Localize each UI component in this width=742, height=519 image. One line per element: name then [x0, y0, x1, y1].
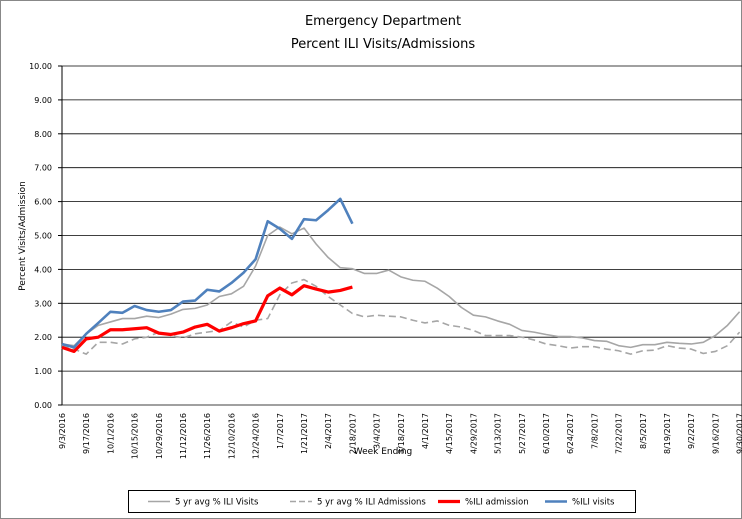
y-tick-label: 3.00 — [34, 299, 52, 308]
x-tick-label: 2/4/2017 — [324, 413, 333, 449]
x-tick-label: 9/3/2016 — [58, 413, 67, 449]
x-tick-label: 10/15/2016 — [131, 413, 140, 459]
legend-label: %ILI admission — [465, 498, 529, 508]
chart-title: Emergency Department — [305, 14, 461, 29]
x-tick-label: 12/10/2016 — [227, 413, 236, 459]
y-tick-label: 6.00 — [34, 198, 52, 207]
x-tick-label: 4/29/2017 — [469, 413, 478, 454]
x-tick-label: 5/27/2017 — [518, 413, 527, 454]
legend-label: 5 yr avg % ILI Admissions — [317, 498, 426, 508]
x-tick-label: 1/7/2017 — [276, 413, 285, 449]
x-tick-label: 3/18/2017 — [397, 413, 406, 454]
y-tick-label: 1.00 — [34, 367, 52, 376]
x-tick-label: 8/19/2017 — [663, 413, 672, 454]
legend: 5 yr avg % ILI Visits 5 yr avg % ILI Admi… — [128, 490, 636, 513]
x-tick-label: 10/29/2016 — [155, 413, 164, 459]
y-tick-label: 10.00 — [29, 62, 52, 71]
y-tick-label: 7.00 — [34, 164, 52, 173]
x-tick-label: 5/13/2017 — [494, 413, 503, 454]
chart-subtitle: Percent ILI Visits/Admissions — [291, 37, 475, 52]
legend-box — [128, 490, 636, 513]
line-series — [61, 226, 741, 349]
x-tick-label: 4/15/2017 — [445, 413, 454, 454]
legend-label: 5 yr avg % ILI Visits — [175, 498, 259, 508]
y-tick-label: 9.00 — [34, 96, 52, 105]
x-tick-label: 11/26/2016 — [203, 413, 212, 459]
x-tick-label: 9/16/2017 — [711, 413, 720, 454]
y-tick-label: 5.00 — [34, 232, 52, 241]
x-tick-label: 6/10/2017 — [542, 413, 551, 454]
x-tick-label: 9/17/2016 — [82, 413, 91, 454]
y-tick-label: 8.00 — [34, 130, 52, 139]
x-tick-label: 10/1/2016 — [106, 413, 115, 454]
line-series — [61, 284, 353, 354]
y-tick-label: 4.00 — [34, 265, 52, 274]
x-tick-label: 8/5/2017 — [639, 413, 648, 449]
line-series — [61, 278, 741, 355]
x-tick-label: 7/8/2017 — [590, 413, 599, 449]
x-tick-label: 6/24/2017 — [566, 413, 575, 454]
x-tick-label: 11/12/2016 — [179, 413, 188, 459]
x-tick-label: 9/30/2017 — [736, 413, 742, 454]
y-tick-label: 0.00 — [34, 401, 52, 410]
x-tick-label: 2/18/2017 — [348, 413, 357, 454]
x-tick-label: 3/4/2017 — [373, 413, 382, 449]
x-axis-label: Week Ending — [354, 447, 413, 457]
line-series — [61, 197, 354, 349]
x-tick-label: 1/21/2017 — [300, 413, 309, 454]
x-tick-label: 12/24/2016 — [252, 413, 261, 459]
x-tick-label: 7/22/2017 — [615, 413, 624, 454]
legend-label: %ILI visits — [572, 498, 615, 508]
x-tick-label: 9/2/2017 — [687, 413, 696, 449]
y-axis-label: Percent Visits/Admission — [18, 181, 28, 291]
y-tick-label: 2.00 — [34, 333, 52, 342]
x-tick-label: 4/1/2017 — [421, 413, 430, 449]
